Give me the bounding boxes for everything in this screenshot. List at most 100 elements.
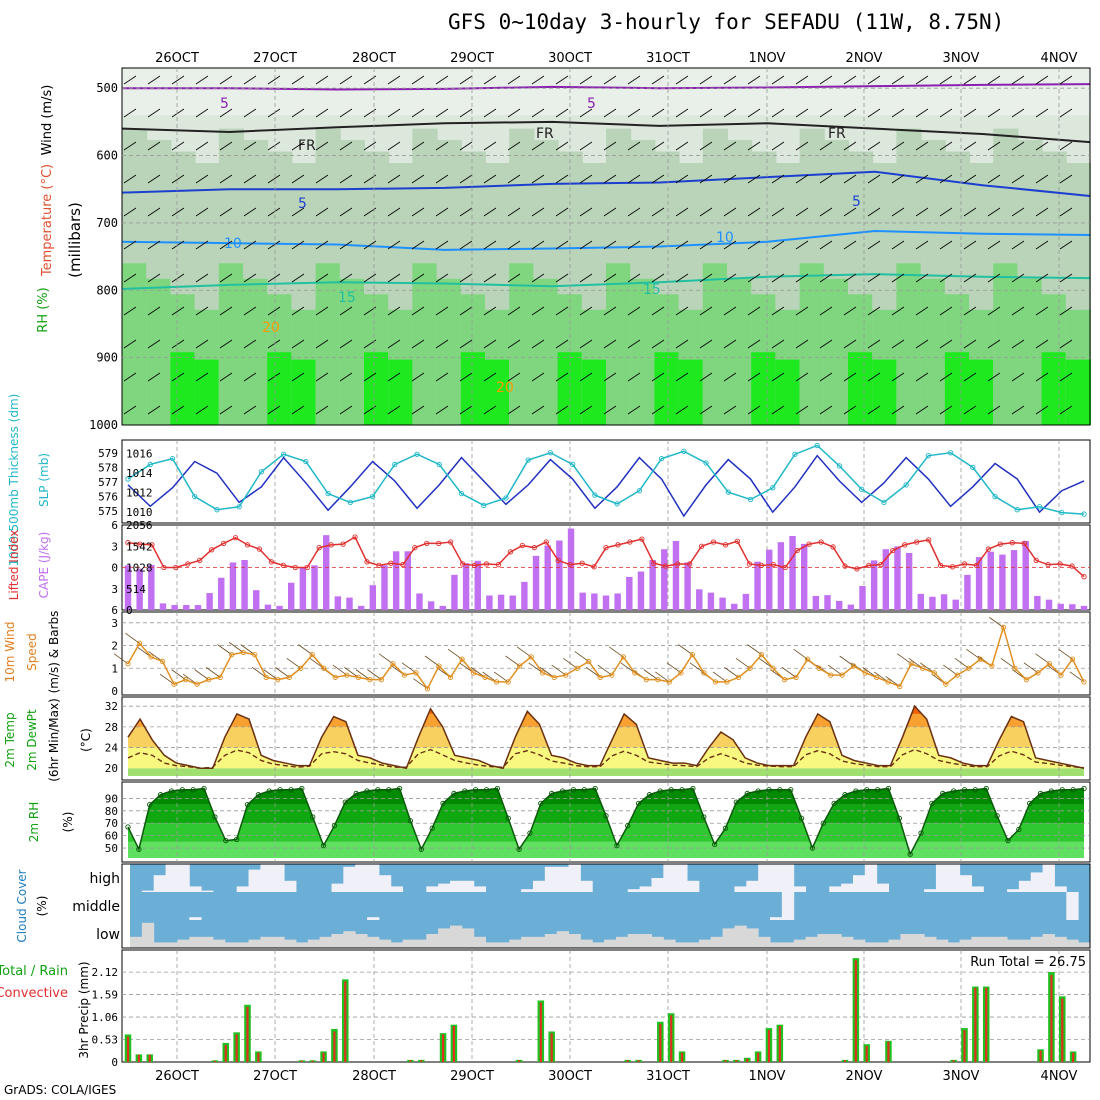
wind-barb (291, 306, 305, 316)
slp-tick-label: 1012 (126, 487, 153, 500)
rh-shade-bright (848, 352, 874, 425)
precip-convective-bar (724, 1060, 727, 1062)
rh-band (128, 841, 1084, 858)
wind-barb (1059, 108, 1073, 118)
wind-barb (1059, 174, 1073, 184)
cape-bar (614, 593, 621, 610)
wind-barb (315, 339, 329, 349)
wind-barb (219, 174, 233, 184)
wind-barb-10m (355, 669, 371, 680)
slp-series (127, 454, 1085, 518)
wind-barb (699, 75, 713, 85)
cape-bar (894, 546, 901, 610)
wind-barb (579, 207, 593, 217)
lifted-index-series-point (914, 539, 920, 545)
lifted-index-series-point (973, 562, 980, 569)
cape-bar (369, 585, 377, 610)
top-date-labels: 26OCT 27OCT 28OCT 29OCT 30OCT 31OCT 1NOV 2NOV 3N… (155, 51, 1077, 66)
wind-barb (843, 141, 857, 151)
wind-barb (723, 372, 737, 382)
temp-tick-label: 20 (105, 762, 118, 775)
wind-barb (795, 240, 809, 250)
wind-barb (459, 207, 473, 217)
bottom-date-label: 30OCT (548, 1069, 592, 1084)
cape-bar (789, 535, 796, 610)
wind-barb-10m (793, 648, 808, 660)
wind-speed-series-point (586, 658, 592, 665)
thickness-series-point (125, 476, 131, 482)
wind-barb (867, 372, 881, 382)
wind10m-title-3: (m/s) & Barbs (47, 611, 61, 694)
rh-shade-green (799, 263, 825, 425)
wind-barb (603, 108, 617, 118)
wind10m-title-2: Speed (25, 633, 39, 671)
wind-barb (579, 174, 593, 184)
temp-title-1: 2m Temp (3, 712, 17, 767)
wind-barb (1035, 339, 1049, 349)
wind-barb (651, 75, 665, 85)
cape-bar (987, 551, 994, 610)
wind-barb (243, 372, 257, 382)
top-date-label: 28OCT (352, 51, 396, 66)
cloud-level-label: middle (72, 899, 120, 915)
wind-speed-series-point (1058, 672, 1064, 678)
wind-speed-series-point (804, 656, 811, 662)
lifted-index-series-point (722, 542, 729, 548)
wind-barb (387, 141, 401, 151)
cloud-low-cell (900, 934, 913, 948)
wind-barb (651, 306, 665, 316)
bottom-date-label: 27OCT (253, 1069, 297, 1084)
thickness-series-point (280, 451, 287, 457)
wind-speed-series-point (275, 676, 281, 683)
wind-barb (675, 207, 689, 217)
thickness-series-point (1036, 504, 1043, 510)
wind-barb (555, 306, 569, 316)
lifted-index-series-point (483, 561, 490, 567)
wind-barb (123, 405, 137, 415)
lifted-index-series-point (185, 561, 191, 567)
wind-speed-series-point (977, 656, 983, 662)
wind-barb-10m (251, 667, 267, 678)
wind-speed-series-point (1000, 624, 1007, 631)
wind-barb (219, 207, 233, 217)
pressure-tick-label: 1000 (89, 418, 118, 432)
precip-convective-bar (680, 1052, 684, 1062)
thickness-series-point (814, 442, 820, 449)
lifted-index-series-point (352, 534, 358, 540)
precip-convective-bar (539, 1002, 542, 1062)
rh-2m-series-point (418, 846, 424, 852)
wind-barb (435, 339, 449, 349)
slp-tick-label: 1014 (126, 467, 153, 480)
wind-barb (1011, 141, 1025, 151)
wind-speed-series-point (401, 672, 408, 678)
wind-barb (723, 339, 737, 349)
lifted-index-series-point (710, 539, 717, 545)
wind-barb (1035, 174, 1049, 184)
top-date-label: 27OCT (253, 51, 297, 66)
cloud-low-cell (236, 942, 250, 948)
wind-barb (915, 108, 929, 118)
cloud-high-cell (236, 886, 250, 892)
wind-barb (555, 405, 569, 415)
wind-barb (243, 339, 257, 349)
wind-barb (843, 339, 857, 349)
cape-bar (567, 528, 575, 610)
wind-barb-10m (217, 644, 232, 655)
wind-speed-series-point (159, 658, 166, 665)
precip-convective-bar (452, 1025, 455, 1062)
wind-barb (243, 306, 257, 316)
cape-bar (381, 565, 388, 610)
wind-barb (819, 273, 833, 283)
wind-speed-series-point (551, 674, 557, 681)
isotherm-label: 5 (852, 194, 861, 210)
rh-shade-bright (170, 352, 196, 425)
wind-barb (291, 405, 305, 415)
wind-barb (699, 141, 713, 151)
wind-barb (507, 207, 521, 217)
wind-barb (819, 372, 833, 382)
cloud-low-cell (568, 934, 581, 948)
cloud-low-cell (627, 934, 641, 948)
wind-barb (147, 141, 161, 151)
wind-speed-series-point (516, 663, 523, 669)
cloud-high-cell (450, 880, 463, 892)
